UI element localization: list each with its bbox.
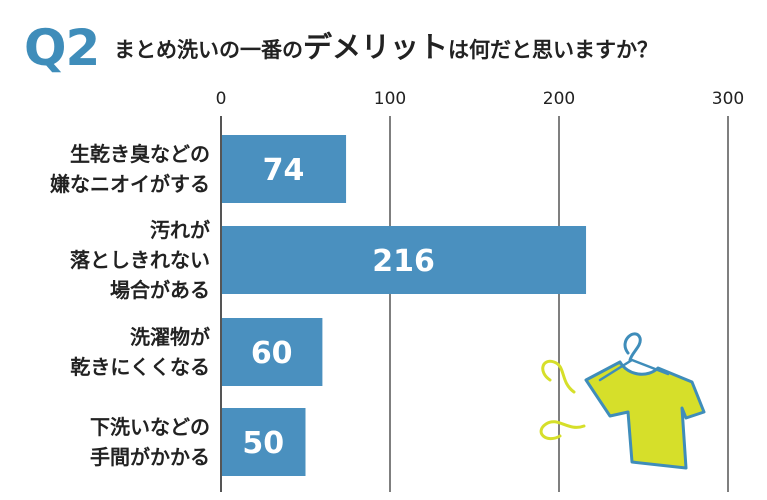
question-title-emphasis: デメリット — [303, 30, 449, 64]
bar-value-label: 74 — [263, 153, 305, 188]
x-tick-label: 300 — [712, 89, 744, 109]
hanger-hook-icon — [623, 332, 642, 362]
category-label: 下洗いなどの — [90, 415, 210, 439]
bar-value-label: 60 — [251, 336, 293, 371]
bar — [222, 226, 587, 294]
grid-lines — [220, 116, 729, 492]
category-label: 乾きにくくなる — [70, 355, 210, 379]
category-label: 落としきれない — [70, 248, 210, 272]
category-label: 生乾き臭などの — [70, 142, 210, 166]
breeze-swirl-bottom-icon — [539, 420, 586, 441]
category-label: 手間がかかる — [90, 445, 210, 469]
bar-value-label: 50 — [242, 426, 284, 461]
x-axis-ticks: 0 100 200 300 — [216, 89, 745, 109]
category-label: 汚れが — [150, 218, 210, 242]
question-title-before: まとめ洗いの一番の — [114, 38, 303, 62]
bar — [222, 318, 323, 386]
chart-header: Q2 まとめ洗いの一番のデメリットは何だと思いますか？ — [14, 18, 759, 78]
category-label: 場合がある — [110, 278, 210, 302]
x-tick-label: 100 — [374, 89, 406, 109]
x-tick-label: 0 — [216, 89, 227, 109]
bars: 74 216 60 50 — [222, 135, 587, 476]
x-tick-label: 200 — [543, 89, 575, 109]
category-label: 洗濯物が — [130, 325, 210, 349]
bar — [222, 135, 347, 203]
tshirt-icon — [584, 360, 706, 470]
category-label: 嫌なニオイがする — [50, 172, 210, 196]
question-title: まとめ洗いの一番のデメリットは何だと思いますか？ — [114, 30, 658, 67]
category-labels: 生乾き臭などの嫌なニオイがする汚れが落としきれない場合がある洗濯物が乾きにくくな… — [50, 142, 210, 469]
breeze-swirl-top-icon — [541, 359, 576, 394]
hanger-bar-icon — [598, 358, 670, 382]
question-title-after: は何だと思いますか？ — [448, 38, 659, 62]
bar-value-label: 216 — [372, 244, 435, 279]
tshirt-on-hanger-icon — [539, 332, 706, 470]
question-number: Q2 — [24, 19, 100, 77]
bar — [222, 408, 306, 476]
